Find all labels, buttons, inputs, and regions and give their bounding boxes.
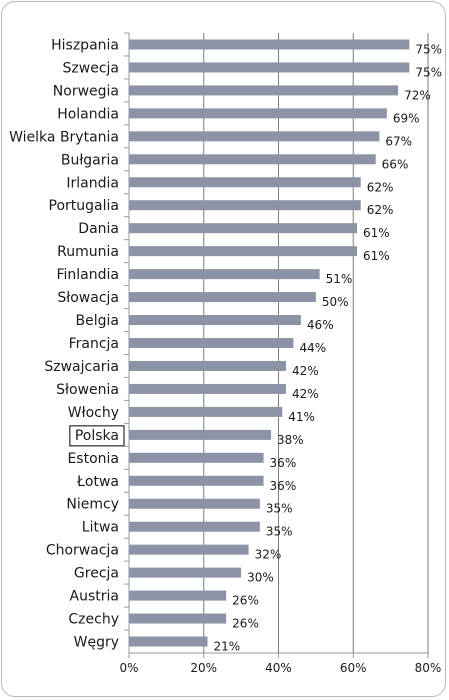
category-label: Estonia <box>67 451 119 467</box>
category-label: Portugalia <box>49 198 119 214</box>
value-label: 26% <box>232 617 259 631</box>
x-tick-label: 80% <box>415 661 442 675</box>
category-label: Szwecja <box>63 60 119 76</box>
value-label: 32% <box>255 548 282 562</box>
category-label: Włochy <box>68 405 119 421</box>
value-label: 46% <box>307 318 334 332</box>
x-tick-label: 20% <box>190 661 217 675</box>
value-label: 42% <box>292 364 319 378</box>
value-label: 62% <box>367 203 394 217</box>
value-label: 61% <box>363 226 390 240</box>
category-label: Słowacja <box>57 290 119 306</box>
value-label: 41% <box>288 410 315 424</box>
category-label: Węgry <box>74 635 119 651</box>
category-label: Dania <box>78 221 119 237</box>
value-label: 44% <box>299 341 326 355</box>
bar[interactable] <box>129 131 380 142</box>
highlight-box <box>69 425 125 447</box>
value-label: 75% <box>415 65 442 79</box>
category-label: Polska <box>75 428 119 444</box>
value-label: 35% <box>266 502 293 516</box>
category-label: Irlandia <box>66 175 119 191</box>
bar[interactable] <box>129 452 264 463</box>
value-label: 36% <box>270 456 297 470</box>
bar[interactable] <box>129 292 316 303</box>
bar[interactable] <box>129 62 410 73</box>
category-label: Holandia <box>57 106 119 122</box>
bar[interactable] <box>129 108 387 119</box>
bar[interactable] <box>129 567 242 578</box>
bar[interactable] <box>129 223 357 234</box>
bar[interactable] <box>129 360 286 371</box>
category-label: Rumunia <box>57 244 119 260</box>
x-tick-label: 40% <box>265 661 292 675</box>
category-label: Wielka Brytania <box>9 129 119 145</box>
value-label: 35% <box>266 525 293 539</box>
value-label: 75% <box>415 42 442 56</box>
x-tick-label: 60% <box>340 661 367 675</box>
category-label: Norwegia <box>53 83 119 99</box>
value-label: 51% <box>326 272 353 286</box>
value-label: 62% <box>367 180 394 194</box>
category-label: Szwajcaria <box>44 359 119 375</box>
bar[interactable] <box>129 429 272 440</box>
category-label: Finlandia <box>57 267 120 283</box>
category-label: Niemcy <box>66 497 119 513</box>
value-label: 26% <box>232 594 259 608</box>
value-label: 36% <box>270 479 297 493</box>
bar[interactable] <box>129 200 361 211</box>
value-label: 61% <box>363 249 390 263</box>
value-label: 42% <box>292 387 319 401</box>
bar[interactable] <box>129 383 286 394</box>
category-label: Bułgaria <box>61 152 119 168</box>
bar[interactable] <box>129 590 227 601</box>
category-label: Grecja <box>74 566 119 582</box>
category-label: Litwa <box>82 520 119 536</box>
bar[interactable] <box>129 498 260 509</box>
category-label: Chorwacja <box>46 543 119 559</box>
x-tick-label: 0% <box>119 661 138 675</box>
category-label: Austria <box>70 589 119 605</box>
value-label: 21% <box>213 640 240 654</box>
bar[interactable] <box>129 521 260 532</box>
value-label: 72% <box>404 88 431 102</box>
category-label: Belgia <box>76 313 119 329</box>
bar[interactable] <box>129 338 294 348</box>
value-label: 30% <box>247 571 274 585</box>
bar[interactable] <box>129 154 376 165</box>
bar[interactable] <box>129 39 410 50</box>
value-label: 50% <box>322 295 349 309</box>
value-label: 67% <box>385 134 412 148</box>
bar[interactable] <box>129 636 208 647</box>
category-label: Łotwa <box>76 474 119 490</box>
bar[interactable] <box>129 475 264 486</box>
value-label: 66% <box>382 157 409 171</box>
bar[interactable] <box>129 85 399 96</box>
bar[interactable] <box>129 544 249 555</box>
bar[interactable] <box>129 613 227 624</box>
bar[interactable] <box>129 269 320 280</box>
value-label: 38% <box>277 433 304 447</box>
bar[interactable] <box>129 177 361 188</box>
category-label: Słowenia <box>56 382 119 398</box>
value-label: 69% <box>393 111 420 125</box>
bar[interactable] <box>129 246 357 257</box>
bar[interactable] <box>129 315 301 326</box>
bar[interactable] <box>129 406 283 417</box>
category-label: Czechy <box>68 612 119 628</box>
category-label: Hiszpania <box>51 37 119 53</box>
category-label: Francja <box>69 336 119 352</box>
